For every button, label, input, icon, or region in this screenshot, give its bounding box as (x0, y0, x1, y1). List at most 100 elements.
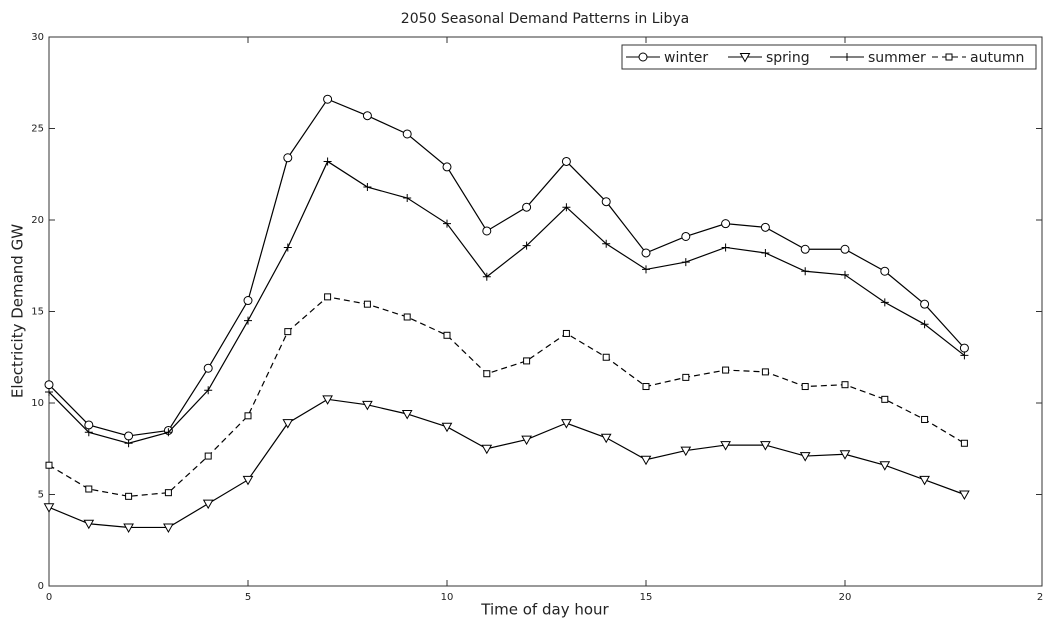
point (880, 266, 890, 276)
x-tick-label: 0 (46, 592, 52, 603)
point (125, 492, 133, 500)
legend-label: spring (766, 50, 810, 66)
point (760, 441, 771, 451)
point (403, 194, 412, 203)
point (799, 452, 811, 462)
point (881, 395, 889, 403)
point (401, 409, 413, 420)
x-tick-label: 2 (1037, 592, 1043, 603)
point (443, 331, 451, 339)
point (721, 219, 731, 229)
point (760, 222, 770, 232)
point (203, 363, 213, 373)
point (561, 156, 571, 166)
point (204, 386, 213, 395)
point (921, 415, 929, 423)
point (721, 243, 730, 252)
point (84, 428, 93, 437)
point (323, 157, 332, 166)
point (362, 111, 372, 121)
point (840, 244, 850, 254)
point (800, 244, 810, 254)
point (801, 383, 809, 391)
point (324, 293, 332, 301)
point (841, 381, 849, 389)
point (523, 357, 531, 365)
point (283, 243, 292, 252)
series-line (48, 296, 965, 497)
point (483, 370, 491, 378)
legend-label: summer (868, 50, 926, 66)
y-tick-label: 25 (31, 124, 44, 135)
point (202, 499, 214, 510)
y-tick-label: 30 (31, 32, 44, 43)
point (163, 523, 174, 533)
point (363, 300, 371, 308)
point (323, 94, 333, 104)
point (562, 203, 571, 212)
legend-box (621, 44, 1037, 70)
x-tick-label: 10 (441, 592, 454, 603)
point (244, 412, 252, 420)
point (959, 343, 969, 353)
point (522, 241, 531, 250)
series-line (48, 398, 965, 529)
point (761, 248, 770, 257)
point (403, 313, 411, 321)
point (442, 162, 452, 172)
y-tick-label: 10 (31, 398, 44, 409)
legend-marker (739, 53, 751, 63)
point (322, 395, 333, 405)
legend-label: autumn (970, 50, 1024, 66)
point (839, 450, 851, 460)
point (362, 400, 373, 411)
point (642, 383, 650, 391)
chart-title: 2050 Seasonal Demand Patterns in Libya (401, 11, 689, 27)
point (164, 489, 172, 497)
point (402, 129, 412, 139)
x-tick-label: 20 (839, 592, 852, 603)
point (45, 461, 53, 469)
point (640, 455, 652, 466)
point (441, 422, 453, 433)
point (45, 388, 53, 397)
point (522, 202, 532, 212)
point (44, 380, 54, 390)
point (284, 328, 292, 336)
y-tick-label: 5 (38, 490, 44, 501)
point (123, 523, 134, 533)
point (244, 316, 252, 325)
legend-marker (945, 53, 953, 61)
point (562, 329, 570, 337)
point (920, 320, 929, 329)
point (601, 197, 611, 207)
point (880, 298, 889, 307)
point (482, 226, 492, 236)
x-tick-label: 5 (245, 592, 251, 603)
point (960, 439, 968, 447)
y-tick-label: 20 (31, 215, 44, 226)
point (761, 368, 769, 376)
y-tick-label: 0 (38, 581, 44, 592)
series-line (48, 98, 965, 437)
x-tick-label: 15 (640, 592, 653, 603)
point (481, 444, 493, 455)
point (283, 153, 293, 163)
point (681, 231, 691, 241)
point (801, 267, 810, 276)
point (124, 431, 134, 441)
point (920, 299, 930, 309)
legend-marker (843, 53, 851, 61)
point (682, 373, 690, 381)
point (722, 366, 730, 374)
legend-marker (638, 52, 648, 62)
y-tick-label: 15 (31, 307, 44, 318)
y-axis-label: Electricity Demand GW (9, 224, 27, 398)
point (919, 475, 930, 486)
point (720, 441, 731, 451)
point (960, 351, 969, 360)
point (84, 420, 94, 430)
point (959, 490, 970, 501)
legend-label: winter (664, 50, 708, 66)
